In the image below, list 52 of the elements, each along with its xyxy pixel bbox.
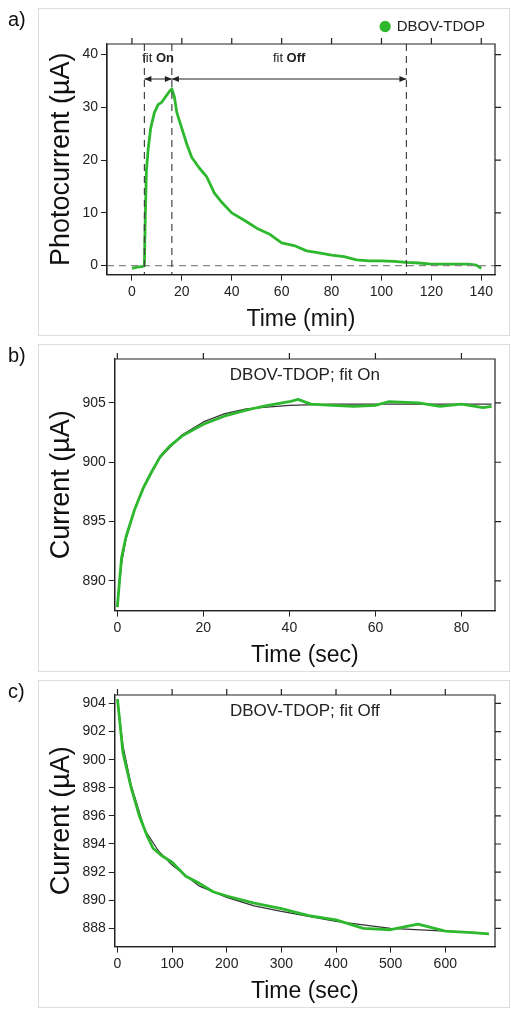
chart-title: DBOV-TDOP; fit On	[229, 365, 380, 385]
x-tick-label: 500	[378, 954, 403, 971]
x-tick-label: 400	[324, 954, 348, 971]
y-tick-label: 20	[82, 150, 99, 167]
text: b)	[8, 344, 27, 367]
x-tick-label: 0	[128, 282, 137, 299]
y-tick-label: 894	[82, 834, 106, 851]
chart-title: DBOV-TDOP; fit Off	[229, 701, 381, 721]
y-tick-label: 40	[82, 45, 99, 62]
x-tick-label: 300	[269, 954, 294, 971]
y-tick-label: 896	[82, 806, 106, 823]
text: c)	[8, 680, 26, 703]
x-tick-label: 100	[160, 954, 185, 971]
y-tick-label: 902	[82, 722, 106, 739]
x-tick-label: 60	[273, 282, 290, 299]
x-tick-label: 200	[215, 954, 239, 971]
y-tick-label: 898	[82, 778, 106, 795]
y-tick-label: 890	[82, 571, 106, 588]
y-tick-label: 10	[82, 203, 99, 220]
x-tick-label: 80	[323, 282, 340, 299]
y-tick-label: 895	[82, 512, 106, 529]
x-tick-label: 120	[419, 282, 444, 299]
y-tick-label: 900	[82, 750, 106, 767]
y-tick-label: 0	[90, 256, 99, 273]
x-tick-label: 100	[369, 282, 394, 299]
y-tick-label: 904	[82, 694, 106, 711]
y-axis-title: Current (µA)	[44, 410, 75, 560]
legend-label: DBOV-TDOP	[396, 16, 486, 34]
x-tick-label: 20	[195, 618, 212, 635]
x-axis-title: Time (sec)	[251, 976, 359, 1003]
annotation: fit Off	[272, 49, 307, 65]
y-tick-label: 892	[82, 862, 106, 879]
x-tick-label: 20	[174, 282, 190, 299]
x-tick-label: 140	[469, 282, 494, 299]
y-tick-label: 905	[82, 393, 106, 410]
annotation: fit On	[142, 49, 175, 65]
y-axis-title: Current (µA)	[44, 746, 75, 896]
text: a)	[8, 8, 27, 31]
x-tick-label: 60	[367, 618, 384, 635]
x-tick-label: 40	[223, 282, 240, 299]
x-tick-label: 80	[453, 618, 470, 635]
y-tick-label: 30	[82, 98, 99, 115]
x-tick-label: 0	[113, 954, 122, 971]
x-tick-label: 0	[113, 618, 122, 635]
x-axis-title: Time (sec)	[251, 640, 359, 667]
y-tick-label: 888	[82, 919, 106, 936]
y-tick-label: 900	[82, 453, 106, 470]
x-tick-label: 40	[281, 618, 298, 635]
x-axis-title: Time (min)	[246, 304, 356, 331]
y-tick-label: 890	[82, 891, 106, 908]
x-tick-label: 600	[433, 954, 458, 971]
y-axis-title: Photocurrent (µA)	[44, 52, 75, 267]
